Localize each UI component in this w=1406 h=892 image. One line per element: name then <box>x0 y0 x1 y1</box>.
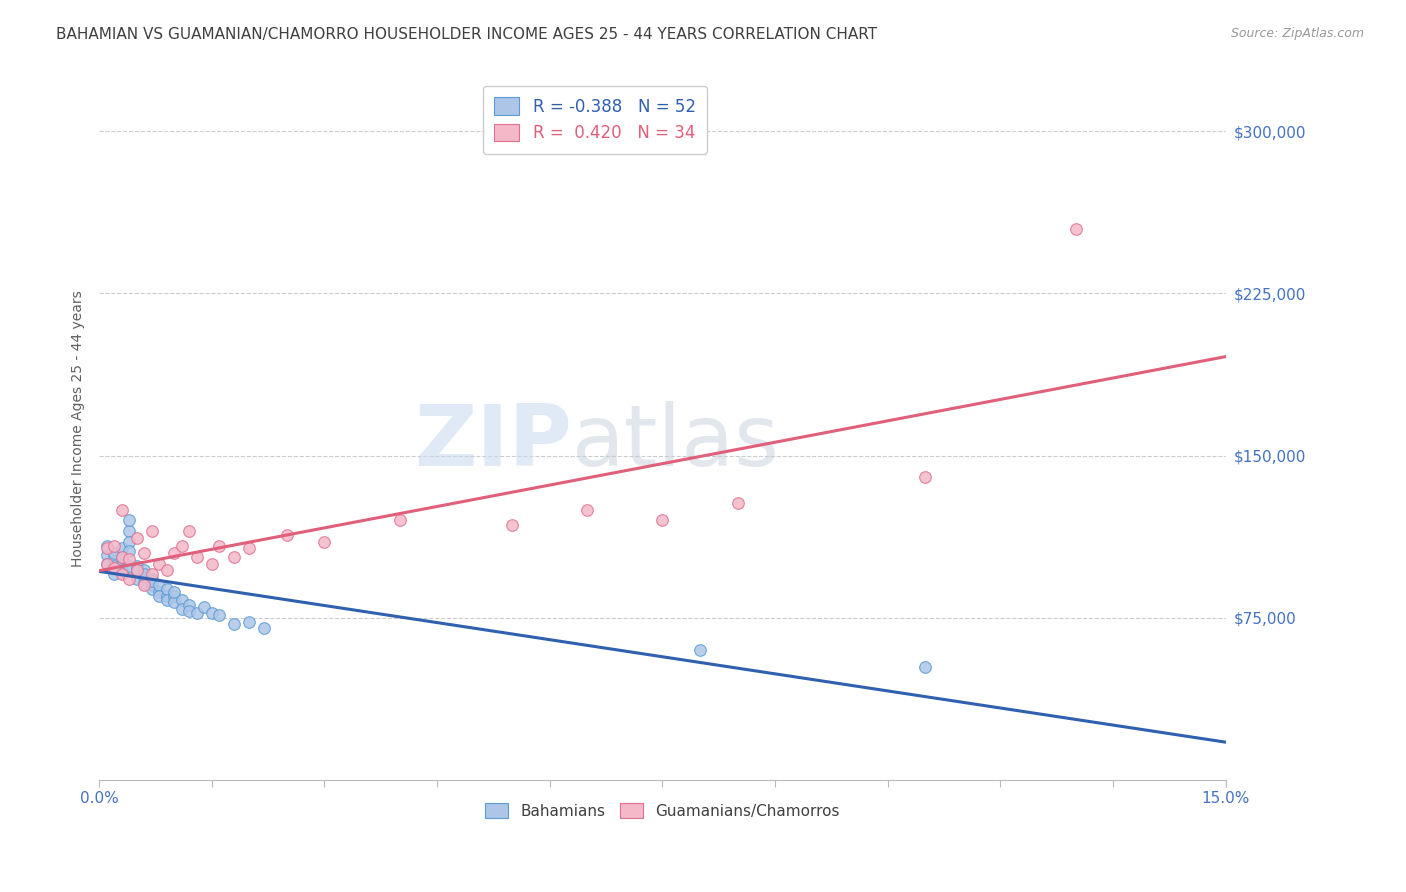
Point <box>163 595 186 609</box>
Point <box>118 535 141 549</box>
Point <box>141 567 163 582</box>
Point <box>111 565 134 579</box>
Point <box>96 548 118 562</box>
Point <box>141 574 163 588</box>
Point <box>134 563 156 577</box>
Point <box>148 584 170 599</box>
Text: ZIP: ZIP <box>415 401 572 484</box>
Point <box>125 558 148 573</box>
Point <box>96 541 118 556</box>
Point <box>118 558 141 573</box>
Point <box>238 615 260 629</box>
Point <box>501 517 523 532</box>
Point <box>193 599 215 614</box>
Point <box>186 550 208 565</box>
Point <box>179 598 201 612</box>
Point <box>103 550 125 565</box>
Point <box>156 593 179 607</box>
Point <box>134 576 156 591</box>
Point <box>103 546 125 560</box>
Point <box>141 582 163 597</box>
Point <box>163 546 186 560</box>
Point <box>276 528 298 542</box>
Point <box>118 524 141 538</box>
Point <box>103 561 125 575</box>
Point <box>689 643 711 657</box>
Point <box>118 572 141 586</box>
Point <box>156 589 179 603</box>
Point <box>134 578 156 592</box>
Point <box>125 565 148 579</box>
Point <box>134 546 156 560</box>
Text: Source: ZipAtlas.com: Source: ZipAtlas.com <box>1230 27 1364 40</box>
Point <box>96 557 118 571</box>
Point <box>170 602 193 616</box>
Point <box>179 604 201 618</box>
Text: BAHAMIAN VS GUAMANIAN/CHAMORRO HOUSEHOLDER INCOME AGES 25 - 44 YEARS CORRELATION: BAHAMIAN VS GUAMANIAN/CHAMORRO HOUSEHOLD… <box>56 27 877 42</box>
Point <box>148 578 170 592</box>
Point <box>170 539 193 553</box>
Point <box>134 567 156 582</box>
Point <box>224 617 246 632</box>
Point <box>111 550 134 565</box>
Point <box>163 584 186 599</box>
Y-axis label: Householder Income Ages 25 - 44 years: Householder Income Ages 25 - 44 years <box>72 290 86 567</box>
Point <box>134 569 156 583</box>
Point <box>96 557 118 571</box>
Point <box>253 621 276 635</box>
Point <box>141 578 163 592</box>
Point <box>314 535 336 549</box>
Point <box>111 502 134 516</box>
Text: atlas: atlas <box>572 401 780 484</box>
Point <box>201 606 224 620</box>
Point <box>148 557 170 571</box>
Point <box>201 557 224 571</box>
Point <box>111 563 134 577</box>
Point <box>388 513 411 527</box>
Point <box>103 558 125 573</box>
Point <box>111 567 134 582</box>
Point <box>103 561 125 575</box>
Point <box>125 531 148 545</box>
Point <box>1064 221 1087 235</box>
Legend: Bahamians, Guamanians/Chamorros: Bahamians, Guamanians/Chamorros <box>479 797 846 824</box>
Point <box>118 552 141 566</box>
Point <box>125 563 148 577</box>
Point <box>141 524 163 538</box>
Point <box>208 539 231 553</box>
Point <box>208 608 231 623</box>
Point <box>727 496 749 510</box>
Point <box>111 550 134 565</box>
Point <box>156 582 179 597</box>
Point <box>118 513 141 527</box>
Point <box>914 660 936 674</box>
Point <box>125 572 148 586</box>
Point <box>170 593 193 607</box>
Point <box>224 550 246 565</box>
Point <box>163 589 186 603</box>
Point <box>111 557 134 571</box>
Point <box>238 541 260 556</box>
Point <box>186 606 208 620</box>
Point <box>125 563 148 577</box>
Point <box>111 541 134 556</box>
Point <box>103 539 125 553</box>
Point <box>118 543 141 558</box>
Point <box>914 470 936 484</box>
Point <box>96 539 118 553</box>
Point <box>179 524 201 538</box>
Point <box>103 567 125 582</box>
Point <box>576 502 599 516</box>
Point <box>141 572 163 586</box>
Point <box>156 563 179 577</box>
Point <box>148 589 170 603</box>
Point <box>651 513 673 527</box>
